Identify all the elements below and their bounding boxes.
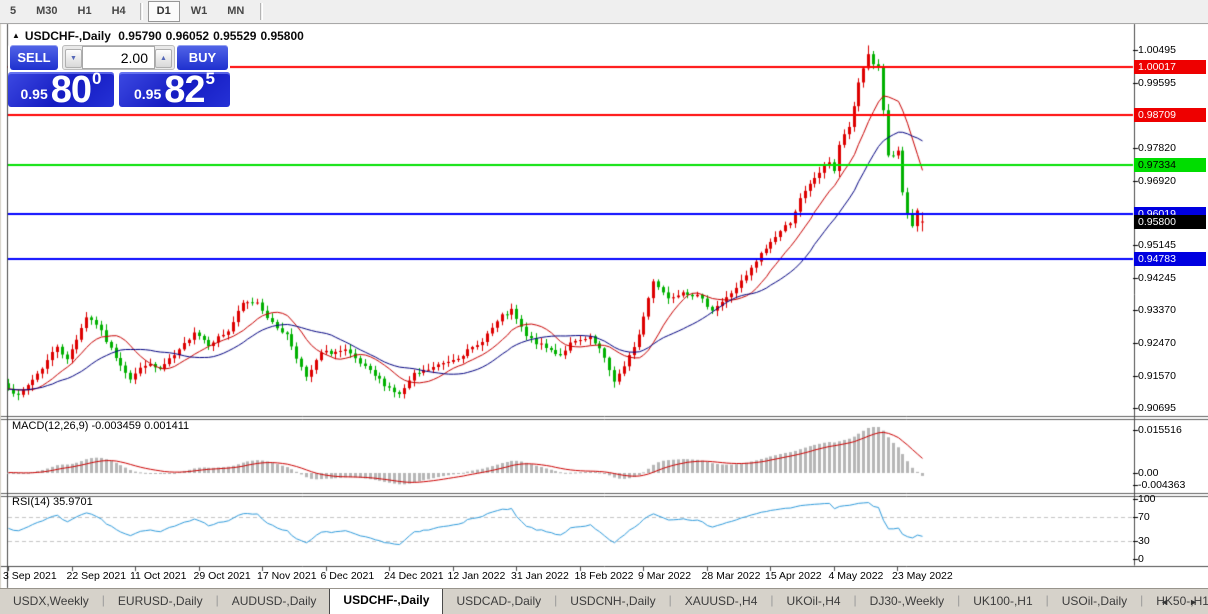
- period-button-d1[interactable]: D1: [147, 1, 180, 22]
- chart-tab-bar: USDX,Weekly | EURUSD-,Daily | AUDUSD-,Daily U…: [0, 588, 1208, 614]
- date-axis-label: 9 Mar 2022: [638, 570, 692, 582]
- price-level-badge: 0.94783: [1134, 251, 1206, 266]
- price-axis-label: 0.94245: [1138, 272, 1176, 285]
- date-axis-label: 6 Dec 2021: [320, 570, 375, 582]
- tab-scroll-left-icon[interactable]: ◄: [1160, 596, 1170, 607]
- sell-price-digits: 80: [50, 69, 92, 111]
- date-axis-label: 22 Sep 2021: [66, 570, 127, 582]
- rsi-scale-label: 100: [1138, 493, 1156, 505]
- buy-price-pip: 5: [205, 69, 215, 88]
- period-button-h4[interactable]: H4: [111, 5, 126, 17]
- chart-title: ▲ USDCHF-,Daily 0.95790 0.96052 0.95529 0.95…: [12, 29, 308, 43]
- price-axis-label: 1.00495: [1138, 44, 1176, 56]
- chart-tab-usdcad-daily[interactable]: USDCAD-,Daily: [456, 594, 542, 608]
- price-axis-label: 0.95145: [1138, 239, 1176, 252]
- chart-tab-hk50-h1[interactable]: HK50-,H1: [1156, 594, 1208, 608]
- tab-scroll-right-icon[interactable]: ►: [1189, 596, 1198, 607]
- toolbar-separator: [139, 3, 143, 20]
- chart-tab-usdx-weekly[interactable]: USDX,Weekly: [13, 594, 89, 608]
- price-axis-label: 0.93370: [1138, 304, 1176, 317]
- rsi-scale-label: 0: [1138, 553, 1144, 565]
- chart-tab-usdcnh-daily[interactable]: USDCNH-,Daily: [570, 594, 656, 608]
- timeframe-toolbar: 5 M30 H1 H4 D1 W1 MN: [0, 0, 1208, 24]
- collapse-chart-icon[interactable]: ▲: [12, 31, 20, 40]
- chart-tab-ukoil-h4[interactable]: UKOil-,H4: [786, 594, 841, 608]
- date-axis-label: 15 Apr 2022: [765, 570, 822, 582]
- tab-divider: |: [1140, 593, 1144, 607]
- chart-symbol-label: USDCHF-,Daily: [24, 29, 111, 43]
- period-button-5[interactable]: 5: [10, 5, 17, 17]
- ohlc-open: 0.95790: [118, 29, 162, 43]
- ohlc-close: 0.95800: [260, 29, 304, 43]
- price-axis-label: 0.99595: [1138, 76, 1176, 89]
- chart-tab-usdchf-daily[interactable]: USDCHF-,Daily: [329, 589, 444, 614]
- toolbar-separator: [260, 3, 264, 20]
- rsi-scale-label: 70: [1138, 511, 1150, 523]
- chart-tab-dj30-weekly[interactable]: DJ30-,Weekly: [869, 594, 945, 608]
- tab-divider: |: [554, 593, 558, 607]
- period-button-h1[interactable]: H1: [77, 5, 92, 17]
- ohlc-high: 0.96052: [165, 29, 210, 43]
- price-axis-label: 0.90695: [1138, 402, 1176, 414]
- period-button-w1[interactable]: W1: [190, 5, 208, 17]
- buy-price-panel[interactable]: 0.95 82 5: [119, 69, 230, 111]
- ohlc-low: 0.95529: [213, 29, 257, 43]
- buy-price-prefix: 0.95: [134, 86, 162, 102]
- sell-button[interactable]: SELL: [10, 45, 58, 70]
- buy-button[interactable]: BUY: [177, 45, 228, 70]
- date-axis-label: 24 Dec 2021: [384, 570, 444, 582]
- chart-tab-usoil-daily[interactable]: USOil-,Daily: [1061, 594, 1128, 608]
- date-axis-label: 3 Sep 2021: [3, 570, 57, 582]
- sell-price-panel[interactable]: 0.95 80 0: [8, 69, 114, 111]
- tab-divider: |: [101, 593, 105, 607]
- date-axis-label: 28 Mar 2022: [701, 570, 761, 582]
- macd-scale-label: 0.015516: [1138, 424, 1182, 436]
- tab-divider: |: [668, 593, 672, 607]
- date-axis-label: 23 May 2022: [892, 570, 953, 582]
- date-axis-label: 4 May 2022: [828, 570, 884, 582]
- date-axis-label: 31 Jan 2022: [511, 570, 569, 582]
- date-axis-label: 11 Oct 2021: [130, 570, 187, 582]
- sell-price-pip: 0: [92, 69, 102, 88]
- volume-spinner: ▼ ▲: [62, 45, 175, 70]
- period-button-m30[interactable]: M30: [36, 5, 58, 17]
- price-axis-label: 0.97820: [1138, 141, 1176, 154]
- date-axis-label: 12 Jan 2022: [447, 570, 506, 582]
- buy-price-digits: 82: [164, 69, 205, 111]
- chart-tab-eurusd-daily[interactable]: EURUSD-,Daily: [117, 594, 203, 608]
- rsi-indicator-label: RSI(14) 35.9701: [12, 496, 93, 508]
- sell-price-prefix: 0.95: [20, 86, 48, 102]
- chart-tab-uk100-h1[interactable]: UK100-,H1: [973, 594, 1033, 608]
- chart-tab-xauusd-h4[interactable]: XAUUSD-,H4: [684, 594, 758, 608]
- date-axis-label: 18 Feb 2022: [574, 570, 634, 582]
- tab-divider: |: [1045, 593, 1049, 607]
- date-axis-label: 17 Nov 2021: [257, 570, 317, 582]
- tab-divider: |: [957, 593, 961, 607]
- price-level-badge: 0.97334: [1134, 158, 1206, 173]
- tab-divider: |: [770, 593, 774, 607]
- current-price-badge: 0.95800: [1134, 214, 1206, 229]
- tab-divider: |: [215, 593, 219, 607]
- tab-scroll-arrows: ◄ ►: [1160, 589, 1198, 614]
- macd-scale-label: -0.004363: [1138, 479, 1186, 492]
- period-button-mn[interactable]: MN: [227, 5, 245, 17]
- date-axis-label: 29 Oct 2021: [193, 570, 251, 582]
- chart-tab-audusd-daily[interactable]: AUDUSD-,Daily: [231, 594, 317, 608]
- price-level-badge: 1.00017: [1134, 60, 1206, 75]
- price-axis-label: 0.91570: [1138, 370, 1176, 383]
- volume-decrease-icon[interactable]: ▼: [65, 49, 82, 68]
- rsi-scale-label: 30: [1138, 535, 1150, 547]
- one-click-trade-widget: SELL ▼ ▲ BUY 0.95 80 0 0.95 82 5: [8, 43, 230, 111]
- price-axis-label: 0.92470: [1138, 337, 1176, 350]
- price-axis-label: 0.96920: [1138, 174, 1176, 187]
- price-level-badge: 0.98709: [1134, 108, 1206, 123]
- tab-divider: |: [853, 593, 857, 607]
- macd-indicator-label: MACD(12,26,9) -0.003459 0.001411: [12, 420, 190, 432]
- volume-increase-icon[interactable]: ▲: [155, 49, 172, 68]
- macd-scale-label: 0.00: [1138, 467, 1159, 479]
- volume-input[interactable]: [82, 46, 155, 69]
